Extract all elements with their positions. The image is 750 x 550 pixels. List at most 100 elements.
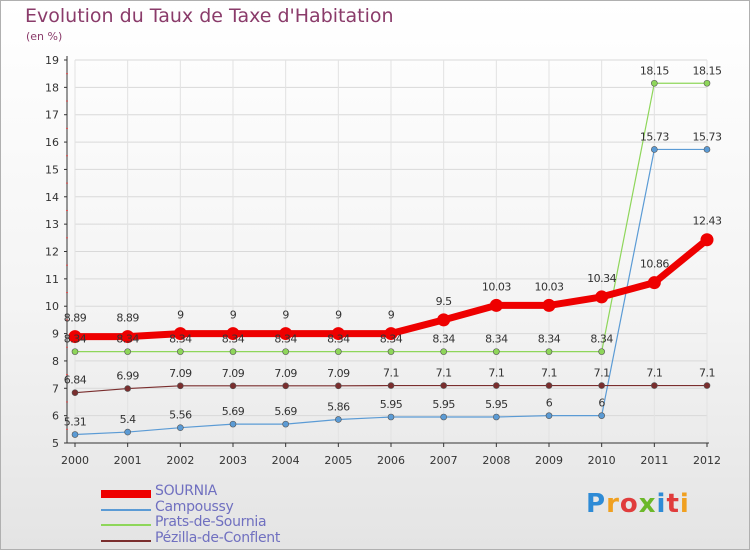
data-point <box>387 382 395 389</box>
y-tick-label: 19 <box>45 54 59 67</box>
data-point <box>440 348 447 355</box>
data-label: 8.34 <box>538 333 561 346</box>
data-label: 5.31 <box>64 416 87 429</box>
legend-label: SOURNIA <box>155 483 217 499</box>
data-label: 7.1 <box>646 367 662 380</box>
data-label: 18.15 <box>640 64 669 77</box>
legend-label: Prats-de-Sournia <box>155 514 267 530</box>
data-point <box>229 348 237 355</box>
data-point <box>493 348 500 355</box>
data-label: 7.09 <box>169 367 192 380</box>
data-point <box>387 413 395 421</box>
data-label: 9 <box>335 309 342 322</box>
data-point <box>124 348 131 355</box>
data-point <box>177 424 184 431</box>
data-point <box>651 79 658 87</box>
y-tick-label: 12 <box>45 246 59 259</box>
data-label: 7.1 <box>699 367 715 380</box>
data-label: 8.34 <box>116 333 139 346</box>
data-point <box>68 330 82 344</box>
data-label: 7.09 <box>327 367 350 380</box>
data-label: 5.86 <box>327 400 350 413</box>
data-point <box>124 385 131 392</box>
data-point <box>598 412 605 419</box>
data-label: 5.4 <box>120 413 136 426</box>
proxiti-logo: Proxiti <box>586 489 690 519</box>
x-tick-label: 2011 <box>640 454 668 467</box>
data-point <box>71 389 79 396</box>
x-tick-label: 2003 <box>219 454 247 467</box>
x-tick-label: 2008 <box>482 454 510 467</box>
data-label: 9 <box>177 309 184 322</box>
data-point <box>493 382 500 389</box>
data-point <box>651 382 658 389</box>
data-point <box>647 276 661 290</box>
data-point <box>335 416 342 423</box>
logo-letter: i <box>656 489 667 519</box>
x-tick-label: 2005 <box>324 454 352 467</box>
data-label: 8.34 <box>222 333 245 346</box>
logo-letter: P <box>586 489 607 519</box>
data-label: 7.09 <box>274 367 297 380</box>
data-point <box>331 327 345 341</box>
chart-unit-label: (en %) <box>26 30 63 43</box>
y-tick-label: 10 <box>45 300 59 313</box>
data-label: 9 <box>388 309 395 322</box>
data-point <box>703 79 711 87</box>
data-point <box>703 382 711 389</box>
data-label: 6 <box>598 397 605 410</box>
y-tick-label: 13 <box>45 218 59 231</box>
y-tick-label: 17 <box>45 109 59 122</box>
data-label: 5.69 <box>222 405 245 418</box>
data-point <box>229 382 237 390</box>
chart-title: Evolution du Taux de Taxe d'Habitation <box>25 5 394 27</box>
data-label: 15.73 <box>640 130 669 143</box>
data-point <box>229 420 237 428</box>
data-label: 10.86 <box>640 258 669 271</box>
data-label: 10.34 <box>587 272 616 285</box>
x-tick-label: 2006 <box>377 454 405 467</box>
data-point <box>440 413 447 421</box>
y-tick-label: 6 <box>52 410 59 423</box>
data-label: 5.56 <box>169 409 192 422</box>
data-label: 18.15 <box>693 64 722 77</box>
y-tick-label: 16 <box>45 136 59 149</box>
data-point <box>489 298 503 312</box>
data-point <box>282 420 289 428</box>
data-point <box>545 348 553 355</box>
data-point <box>595 290 609 304</box>
x-tick-label: 2009 <box>535 454 563 467</box>
data-label: 8.34 <box>169 333 192 346</box>
data-point <box>542 298 556 312</box>
data-label: 7.1 <box>541 367 557 380</box>
data-point <box>437 313 451 327</box>
data-label: 5.69 <box>274 405 297 418</box>
x-tick-label: 2001 <box>114 454 142 467</box>
data-label: 7.09 <box>222 367 245 380</box>
legend-label: Campoussy <box>155 498 234 515</box>
data-label: 8.34 <box>590 333 613 346</box>
data-label: 8.34 <box>327 333 350 346</box>
data-label: 6.84 <box>64 374 87 387</box>
data-label: 15.73 <box>693 130 722 143</box>
data-label: 8.34 <box>274 333 297 346</box>
data-point <box>279 327 293 341</box>
data-point <box>226 327 240 341</box>
data-label: 9 <box>282 309 289 322</box>
logo-letter: o <box>619 489 639 519</box>
data-point <box>335 382 342 390</box>
data-label: 7.1 <box>436 367 452 380</box>
data-point <box>173 327 187 341</box>
data-label: 5.95 <box>380 398 403 411</box>
data-point <box>493 413 500 421</box>
data-point <box>387 348 395 355</box>
data-point <box>71 431 79 438</box>
data-label: 9 <box>230 309 237 322</box>
y-tick-label: 18 <box>45 81 59 94</box>
data-label: 5.95 <box>432 398 455 411</box>
data-point <box>598 348 605 355</box>
data-label: 9.5 <box>436 295 452 308</box>
y-tick-label: 8 <box>52 355 59 368</box>
data-point <box>440 382 447 389</box>
